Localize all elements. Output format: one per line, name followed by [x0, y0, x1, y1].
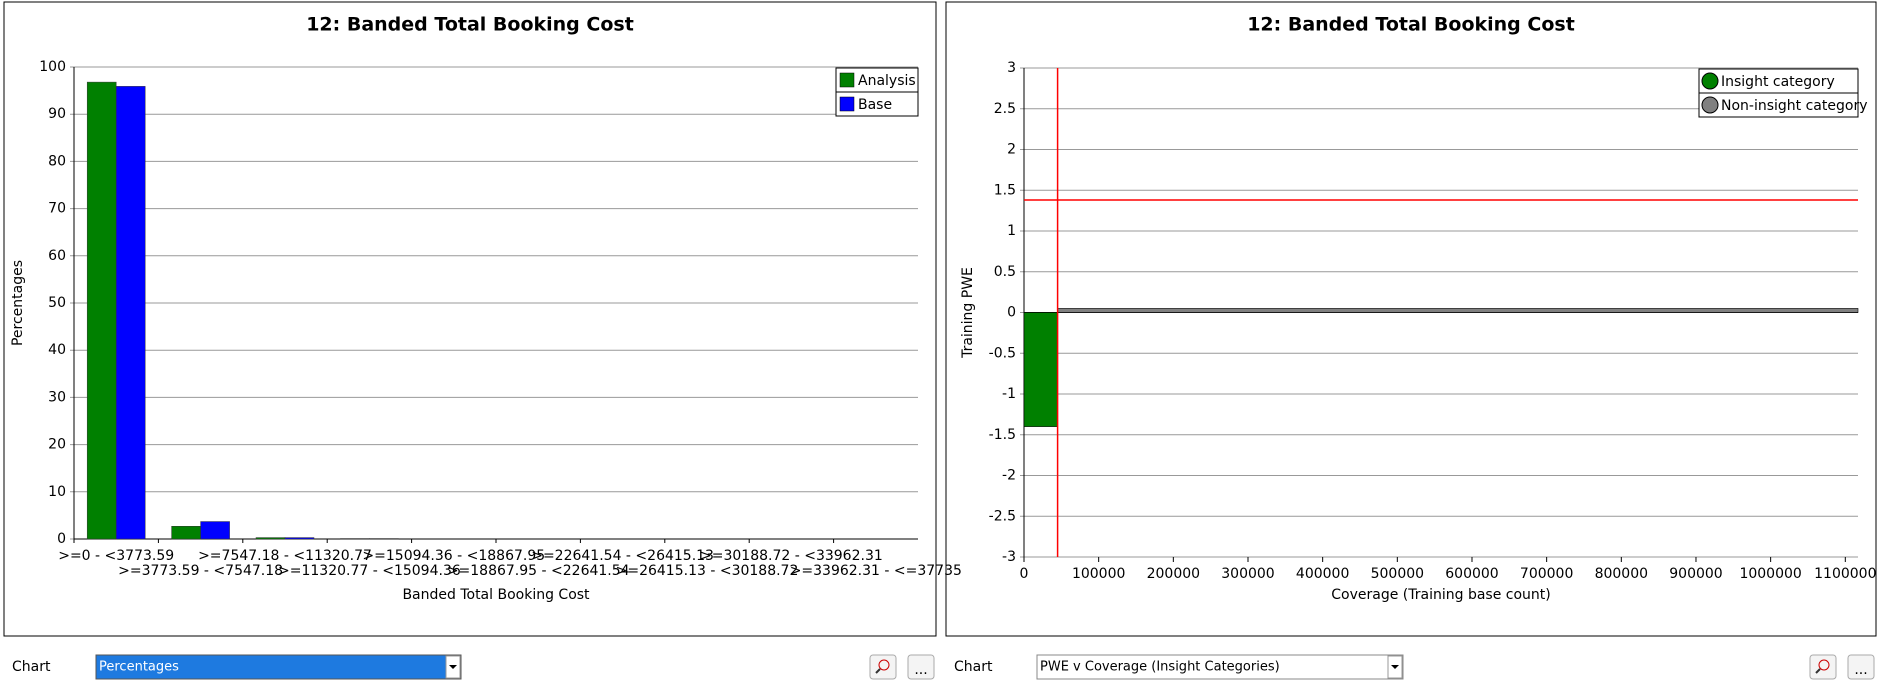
y-tick-label: 2	[1007, 142, 1016, 158]
bar	[87, 82, 116, 539]
legend-label: Base	[858, 97, 892, 113]
y-tick-label: 80	[48, 153, 66, 169]
y-tick-label: -2	[1002, 468, 1016, 484]
y-tick-label: -3	[1002, 549, 1016, 565]
y-axis-title: Percentages	[10, 260, 26, 346]
x-tick-label: >=18867.95 - <22641.54	[447, 563, 630, 579]
y-axis-title: Training PWE	[960, 267, 976, 359]
dropdown-value[interactable]: PWE v Coverage (Insight Categories)	[1040, 660, 1280, 675]
x-tick-label: >=33962.31 - <=37735	[790, 563, 962, 579]
y-tick-label: 40	[48, 342, 66, 358]
x-tick-label: >=11320.77 - <15094.36	[278, 563, 461, 579]
chart-label: Chart	[954, 659, 993, 675]
y-tick-label: 3	[1007, 60, 1016, 76]
legend-swatch	[1702, 97, 1718, 113]
x-tick-label: >=15094.36 - <18867.95	[362, 548, 545, 564]
x-tick-label: 700000	[1520, 566, 1573, 582]
x-tick-label: 200000	[1147, 566, 1200, 582]
y-tick-label: 2.5	[994, 101, 1016, 117]
y-tick-label: 1	[1007, 223, 1016, 239]
x-tick-label: 1000000	[1739, 566, 1801, 582]
x-tick-label: 0	[1020, 566, 1029, 582]
zoom-button[interactable]	[1810, 655, 1836, 679]
y-tick-label: 0	[57, 531, 66, 547]
x-tick-label: >=26415.13 - <30188.72	[616, 563, 799, 579]
legend-swatch	[840, 73, 854, 87]
y-tick-label: 90	[48, 106, 66, 122]
legend-label: Non-insight category	[1721, 98, 1867, 114]
bar	[116, 86, 145, 539]
x-tick-label: 600000	[1445, 566, 1498, 582]
y-tick-label: 0	[1007, 305, 1016, 321]
x-tick-label: >=3773.59 - <7547.18	[118, 563, 283, 579]
x-tick-label: 400000	[1296, 566, 1349, 582]
x-tick-label: >=30188.72 - <33962.31	[700, 548, 883, 564]
x-tick-label: >=7547.18 - <11320.77	[198, 548, 372, 564]
chart-title: 12: Banded Total Booking Cost	[1247, 14, 1575, 36]
y-tick-label: 100	[39, 59, 66, 75]
x-tick-label: 500000	[1371, 566, 1424, 582]
y-tick-label: -1.5	[989, 427, 1016, 443]
y-tick-label: 0.5	[994, 264, 1016, 280]
legend-label: Insight category	[1721, 74, 1835, 90]
legend-label: Analysis	[858, 73, 916, 89]
bar	[285, 538, 314, 539]
y-tick-label: 20	[48, 437, 66, 453]
y-tick-label: 10	[48, 484, 66, 500]
legend-swatch	[1702, 73, 1718, 89]
y-tick-label: 60	[48, 248, 66, 264]
coverage-bar	[1024, 313, 1058, 427]
x-tick-label: >=22641.54 - <26415.13	[531, 548, 714, 564]
chart-label: Chart	[12, 659, 51, 675]
y-tick-label: -0.5	[989, 345, 1016, 361]
y-tick-label: -1	[1002, 386, 1016, 402]
y-tick-label: 70	[48, 201, 66, 217]
legend-swatch	[840, 97, 854, 111]
dropdown-value[interactable]: Percentages	[99, 660, 179, 675]
x-tick-label: >=0 - <3773.59	[58, 548, 174, 564]
y-tick-label: 1.5	[994, 182, 1016, 198]
x-axis-title: Coverage (Training base count)	[1331, 587, 1550, 603]
coverage-bar	[1058, 308, 1858, 312]
bar	[201, 522, 230, 539]
chart-title: 12: Banded Total Booking Cost	[306, 14, 634, 36]
x-tick-label: 900000	[1669, 566, 1722, 582]
x-tick-label: 800000	[1595, 566, 1648, 582]
y-tick-label: 50	[48, 295, 66, 311]
bar	[172, 526, 201, 539]
bar	[256, 538, 285, 539]
x-tick-label: 1100000	[1814, 566, 1876, 582]
x-tick-label: 300000	[1221, 566, 1274, 582]
more-text[interactable]: ...	[1854, 662, 1867, 678]
zoom-button[interactable]	[870, 655, 896, 679]
x-tick-label: 100000	[1072, 566, 1125, 582]
x-axis-title: Banded Total Booking Cost	[402, 587, 590, 603]
more-text[interactable]: ...	[914, 662, 927, 678]
y-tick-label: -2.5	[989, 508, 1016, 524]
y-tick-label: 30	[48, 389, 66, 405]
